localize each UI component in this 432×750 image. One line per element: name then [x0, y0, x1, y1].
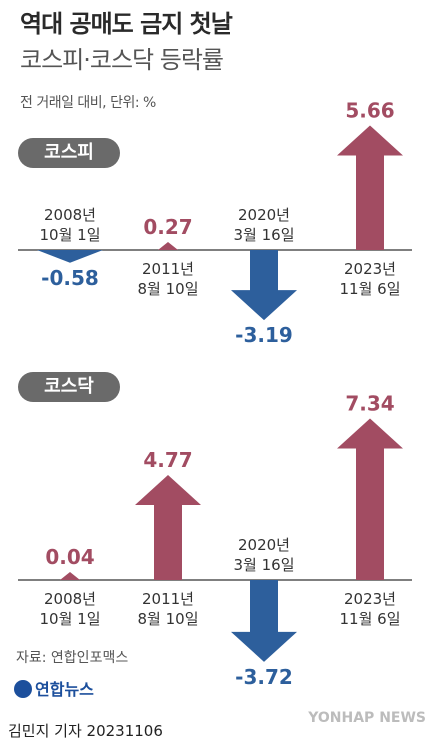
category-label: 2008년 10월 1일: [40, 590, 101, 628]
watermark: YONHAP NEWS: [308, 710, 426, 726]
bar: [337, 418, 403, 580]
bar: [231, 250, 297, 321]
kospi-label: 코스피: [18, 138, 120, 168]
bar: [158, 242, 178, 250]
category-label: 2023년 11월 6일: [340, 590, 401, 628]
category-label: 2020년 3월 16일: [234, 536, 295, 574]
data-label: 5.66: [345, 98, 394, 122]
yonhap-logo: 연합뉴스: [14, 676, 94, 700]
yonhap-logo-icon: [14, 680, 32, 698]
bar: [60, 572, 80, 580]
chart-title: 역대 공매도 금지 첫날: [20, 10, 233, 38]
bar: [135, 475, 201, 580]
source-note: 자료: 연합인포맥스: [16, 650, 129, 666]
data-label: -3.72: [235, 665, 293, 689]
data-label: 0.27: [143, 215, 192, 239]
byline: 김민지 기자 20231106: [8, 722, 163, 740]
category-label: 2020년 3월 16일: [234, 206, 295, 244]
category-label: 2008년 10월 1일: [40, 206, 101, 244]
logo-text: 연합뉴스: [35, 680, 94, 699]
unit-note: 전 거래일 대비, 단위: %: [20, 95, 156, 111]
chart-subtitle: 코스피·코스닥 등락률: [20, 46, 224, 74]
data-label: -3.19: [235, 323, 293, 347]
category-label: 2011년 8월 10일: [138, 260, 199, 298]
kosdaq-label: 코스닥: [18, 372, 120, 402]
bar: [231, 580, 297, 662]
data-label: 7.34: [345, 392, 394, 416]
category-label: 2023년 11월 6일: [340, 260, 401, 298]
data-label: -0.58: [41, 266, 99, 290]
category-label: 2011년 8월 10일: [138, 590, 199, 628]
data-label: 4.77: [143, 448, 192, 472]
data-label: 0.04: [45, 545, 94, 569]
bar: [337, 125, 403, 250]
bar: [37, 250, 103, 263]
